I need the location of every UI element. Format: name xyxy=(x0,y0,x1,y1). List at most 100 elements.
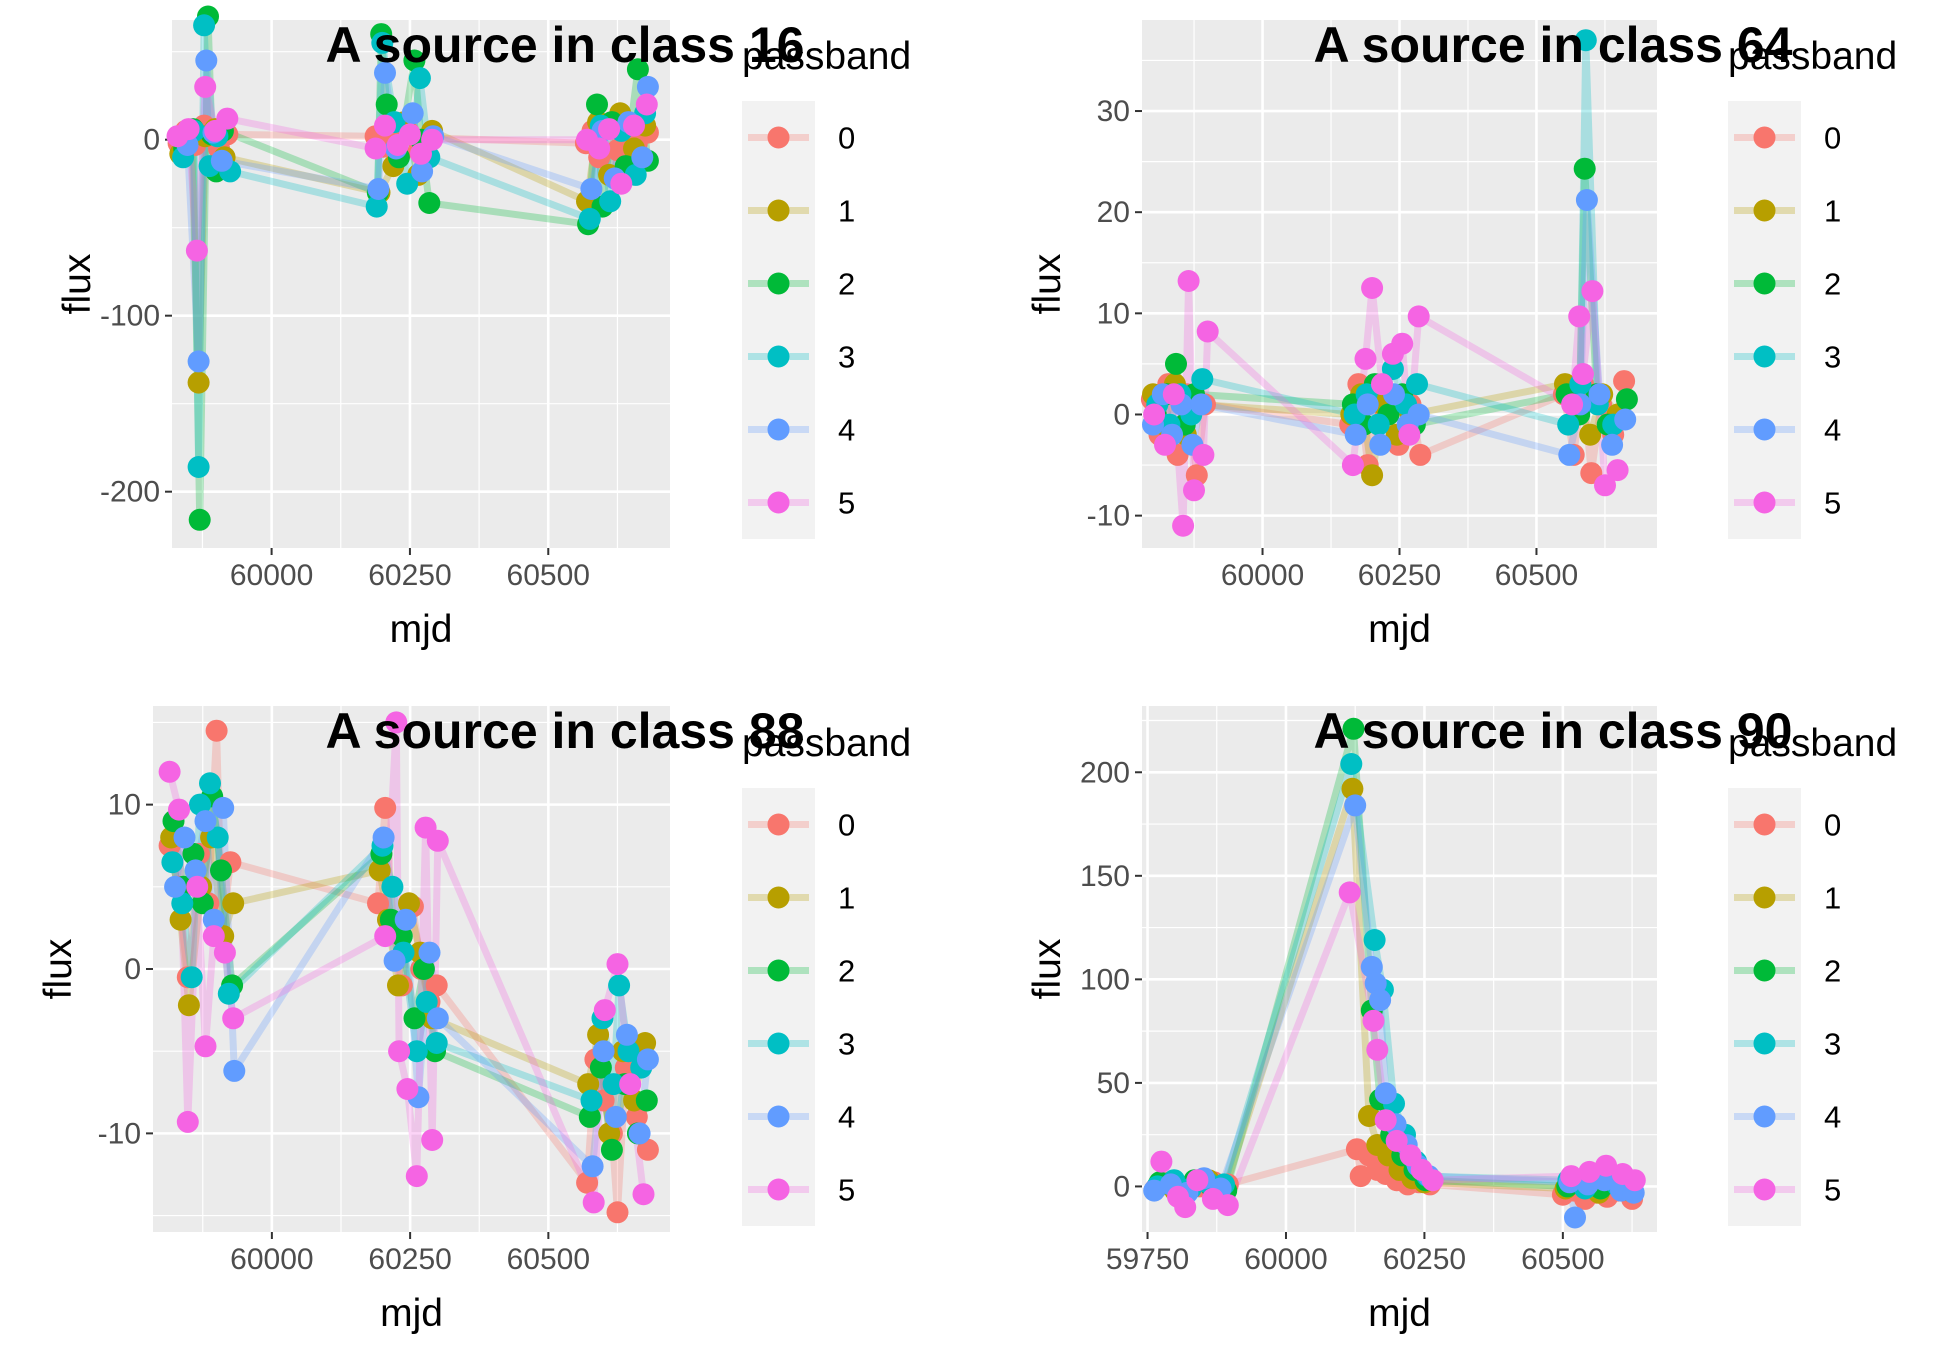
data-point-passband-2 xyxy=(375,93,398,116)
data-point-passband-4 xyxy=(1369,989,1392,1012)
data-point-passband-1 xyxy=(222,892,245,915)
data-point-passband-3 xyxy=(217,982,240,1005)
data-point-passband-5 xyxy=(1162,383,1185,406)
data-point-passband-1 xyxy=(634,1032,657,1054)
data-point-passband-3 xyxy=(599,190,622,213)
legend-key-point xyxy=(1753,959,1776,982)
data-point-passband-5 xyxy=(177,118,200,141)
y-tick-label: 150 xyxy=(1080,860,1130,893)
data-point-passband-5 xyxy=(1371,373,1393,396)
data-point-passband-5 xyxy=(1578,1160,1601,1183)
y-tick-label: 0 xyxy=(1113,1170,1130,1203)
x-tick-label: 60500 xyxy=(507,559,590,592)
legend-title: passband xyxy=(742,722,911,765)
legend-key-point xyxy=(1753,199,1776,222)
data-point-passband-5 xyxy=(364,137,387,160)
data-point-passband-1 xyxy=(187,371,210,394)
legend-label: 3 xyxy=(1824,340,1841,375)
data-point-passband-1 xyxy=(1341,777,1364,800)
x-tick-label: 60250 xyxy=(368,1243,451,1276)
data-point-passband-2 xyxy=(626,58,649,81)
legend-label: 2 xyxy=(1824,267,1841,302)
data-point-passband-5 xyxy=(1177,270,1200,292)
legend-label: 5 xyxy=(1824,1173,1841,1208)
data-point-passband-0 xyxy=(614,1056,637,1079)
data-point-passband-4 xyxy=(581,1155,604,1178)
data-point-passband-3 xyxy=(415,990,438,1013)
data-point-passband-5 xyxy=(158,760,181,783)
data-point-passband-4 xyxy=(636,75,659,98)
data-point-passband-4 xyxy=(1344,423,1367,446)
data-point-passband-5 xyxy=(194,1035,217,1058)
data-point-passband-2 xyxy=(188,508,211,531)
data-point-passband-3 xyxy=(408,67,431,90)
data-point-passband-0 xyxy=(625,1105,648,1128)
data-point-passband-2 xyxy=(403,49,426,72)
data-point-passband-4 xyxy=(374,61,396,84)
data-point-passband-2 xyxy=(182,842,205,865)
legend-label: 1 xyxy=(1824,194,1841,229)
data-point-passband-5 xyxy=(1183,479,1205,502)
data-point-passband-4 xyxy=(1558,443,1581,466)
data-point-passband-4 xyxy=(1143,1179,1166,1202)
data-point-passband-0 xyxy=(1409,443,1432,466)
data-point-passband-3 xyxy=(1340,753,1363,775)
legend: passband 0 1 2 3 4 5 xyxy=(1728,722,1897,1226)
legend-label: 1 xyxy=(1824,881,1841,916)
data-point-passband-2 xyxy=(418,192,441,214)
chart-panel-4: 59750 60000 60250 60500200150100500mjdfluxA… xyxy=(1026,703,1897,1335)
data-point-passband-4 xyxy=(173,826,196,849)
x-axis-title: mjd xyxy=(1368,1292,1431,1335)
legend-label: 3 xyxy=(838,340,855,375)
legend-label: 4 xyxy=(1824,413,1841,448)
data-point-passband-4 xyxy=(194,810,217,833)
y-axis-title: flux xyxy=(1026,938,1069,999)
data-point-passband-3 xyxy=(1557,413,1580,436)
data-point-passband-5 xyxy=(619,1073,642,1096)
data-point-passband-4 xyxy=(1407,403,1430,426)
data-point-passband-5 xyxy=(598,118,621,141)
legend-key-point xyxy=(1753,886,1776,909)
data-point-passband-4 xyxy=(1364,972,1387,995)
data-point-passband-5 xyxy=(426,829,449,852)
data-point-passband-2 xyxy=(390,925,413,948)
data-point-passband-5 xyxy=(405,1165,428,1188)
legend-key-point xyxy=(767,1032,790,1055)
data-point-passband-3 xyxy=(371,31,394,54)
data-point-passband-5 xyxy=(388,1040,411,1063)
data-point-passband-5 xyxy=(216,107,239,130)
data-point-passband-5 xyxy=(582,1191,605,1214)
data-point-passband-4 xyxy=(164,875,187,898)
data-point-passband-4 xyxy=(418,941,441,964)
data-point-passband-2 xyxy=(1615,388,1638,411)
data-point-passband-5 xyxy=(398,123,421,146)
data-point-passband-5 xyxy=(1216,1194,1239,1217)
legend-label: 3 xyxy=(838,1027,855,1062)
data-point-passband-0 xyxy=(367,892,389,915)
data-point-passband-3 xyxy=(405,1040,428,1063)
y-tick-label: 100 xyxy=(1080,963,1130,996)
legend-key-background xyxy=(1728,101,1801,539)
data-point-passband-5 xyxy=(1581,280,1604,303)
data-point-passband-5 xyxy=(1398,423,1421,446)
data-point-passband-3 xyxy=(171,892,194,915)
data-point-passband-1 xyxy=(577,1073,600,1096)
data-point-passband-5 xyxy=(1172,514,1195,537)
legend-key-point xyxy=(1753,1105,1776,1128)
data-point-passband-3 xyxy=(578,207,601,230)
legend-label: 3 xyxy=(1824,1027,1841,1062)
data-point-passband-5 xyxy=(588,137,611,160)
legend-key-point xyxy=(767,959,790,982)
data-point-passband-3 xyxy=(199,772,221,795)
data-point-passband-3 xyxy=(602,1073,625,1096)
legend-key-point xyxy=(767,199,790,222)
legend-title: passband xyxy=(742,35,911,78)
data-point-passband-5 xyxy=(1595,1154,1618,1177)
data-point-passband-0 xyxy=(636,1138,659,1161)
y-axis-title: flux xyxy=(37,938,80,999)
data-point-passband-3 xyxy=(580,1089,603,1112)
data-point-passband-5 xyxy=(176,1110,199,1133)
legend-label: 4 xyxy=(838,413,855,448)
data-point-passband-3 xyxy=(161,851,184,874)
legend-label: 0 xyxy=(1824,121,1841,156)
